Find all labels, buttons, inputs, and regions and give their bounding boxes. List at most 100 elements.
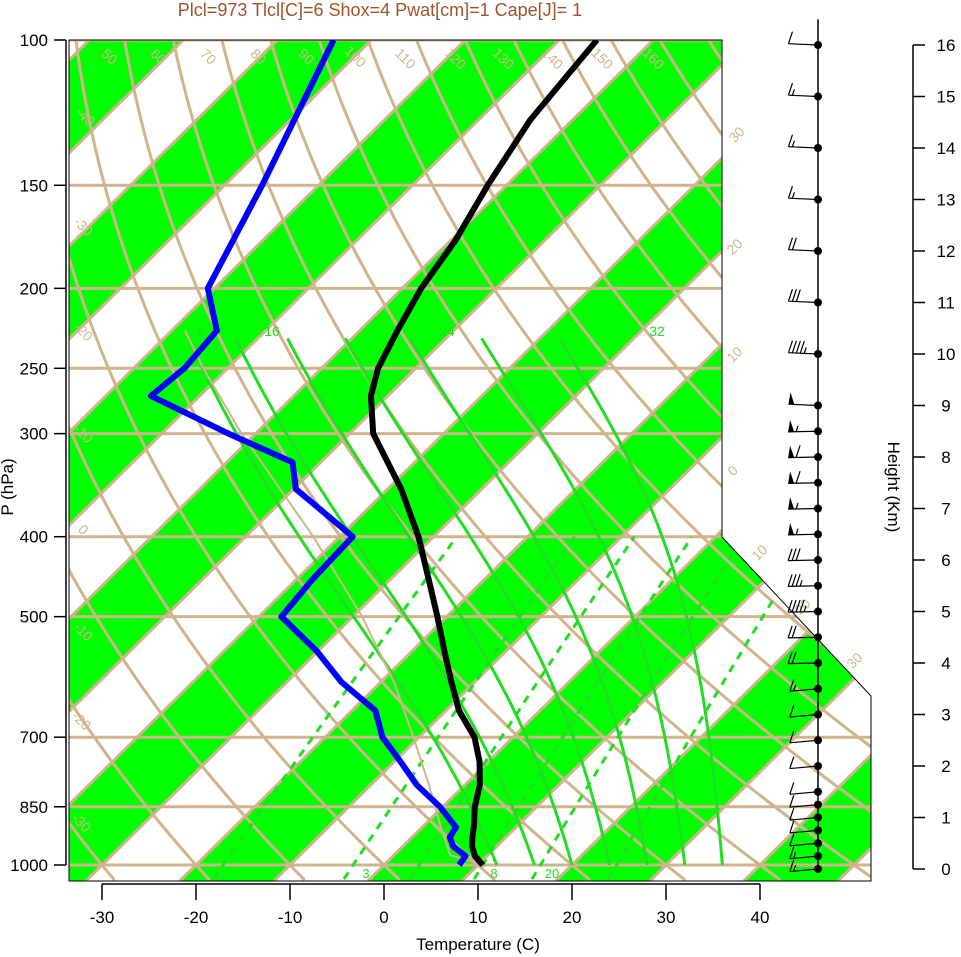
y-tick-label: 100: [20, 31, 48, 50]
barb-staff: [789, 739, 819, 744]
dry-adiabat: [69, 40, 401, 881]
y-tick-label: 1000: [10, 856, 48, 875]
plot-frame: [68, 39, 872, 882]
barb-feather: [789, 782, 795, 795]
isotherm-label: 10: [748, 541, 770, 563]
dry-adiabat-label: 110: [392, 45, 419, 72]
barb-staff: [788, 197, 819, 201]
barb-feather: [787, 289, 794, 302]
isotherm-band: [179, 40, 871, 881]
dry-adiabat: [69, 40, 306, 881]
wind-barb: [787, 574, 822, 590]
barb-staff: [789, 855, 819, 860]
wind-barb: [787, 340, 822, 358]
x-tick-label: 30: [657, 908, 676, 927]
isotherm-line: [69, 40, 655, 881]
barb-half-feather: [792, 684, 797, 692]
barb-flag: [788, 471, 795, 484]
barb-staff: [789, 842, 819, 847]
isotherm-line: [69, 40, 467, 881]
height-tick-label: 7: [941, 500, 950, 519]
moist-adiabat: [480, 337, 687, 866]
barb-feather: [787, 134, 794, 147]
barb-feather: [787, 186, 794, 199]
barb-feather: [787, 237, 794, 250]
barb-feather: [789, 807, 795, 821]
height-tick-label: 3: [941, 706, 950, 725]
isotherm-line: [69, 40, 749, 881]
dry-adiabat: [69, 40, 211, 881]
dewpoint-profile: [147, 40, 469, 867]
wind-barb: [787, 625, 822, 642]
height-tick-label: 4: [941, 654, 950, 673]
barb-half-feather: [795, 528, 799, 535]
barb-flag: [788, 497, 795, 510]
isotherm-line: [648, 40, 871, 881]
wind-barb: [788, 419, 822, 436]
barb-feather: [795, 574, 801, 587]
barb-flag: [788, 445, 795, 458]
barb-staff: [788, 300, 819, 304]
wind-barb: [789, 833, 822, 848]
moist-adiabat: [286, 337, 574, 866]
mixing-ratio-line: [408, 535, 636, 880]
barb-half-feather: [795, 502, 799, 510]
wind-barb: [787, 599, 822, 616]
wind-barb: [787, 83, 822, 101]
barb-flag: [788, 522, 795, 535]
barb-staff: [788, 94, 819, 98]
isotherm-line: [69, 40, 561, 881]
height-tick-label: 11: [937, 294, 955, 313]
isotherm-label: 0: [724, 462, 741, 479]
wind-barb: [789, 704, 822, 719]
isotherm-label: 30: [843, 649, 865, 671]
barb-staff: [788, 610, 819, 613]
isotherm-label: 30: [725, 123, 747, 145]
barb-staff: [788, 146, 819, 149]
parcel-path: [184, 330, 483, 866]
wind-barb: [788, 445, 822, 461]
sounding-profiles: [147, 40, 600, 867]
height-tick-label: 10: [937, 345, 956, 364]
barb-feather: [791, 651, 797, 664]
barb-feather: [787, 574, 793, 587]
isotherm-line: [69, 40, 373, 881]
y-tick-label: 300: [20, 425, 48, 444]
barb-feather: [795, 445, 801, 458]
barb-half-feather: [799, 579, 803, 587]
wind-barb: [789, 679, 822, 693]
x-tick-label: 0: [379, 908, 388, 927]
barb-feather: [795, 289, 801, 302]
wind-barb: [787, 186, 822, 204]
barb-flag: [788, 392, 795, 405]
barb-staff: [788, 43, 819, 46]
isotherm-label: 20: [723, 235, 745, 257]
height-tick-label: 8: [941, 448, 950, 467]
barb-feather: [789, 756, 795, 769]
moist-adiabat-label: 24: [439, 323, 455, 339]
barb-feather: [789, 704, 795, 718]
barb-staff: [789, 765, 819, 770]
barb-feather: [787, 83, 794, 96]
barb-feather: [789, 846, 795, 859]
dry-adiabat: [317, 40, 871, 881]
height-tick-label: 14: [937, 139, 956, 158]
dry-adiabat: [903, 40, 961, 880]
wind-barb: [787, 651, 822, 667]
isotherm-label: 10: [723, 343, 745, 365]
barb-feather: [787, 31, 794, 44]
isotherm-line: [460, 40, 871, 881]
wind-barb: [787, 237, 822, 255]
dry-adiabat: [415, 40, 871, 881]
moist-adiabat: [344, 337, 612, 866]
x-tick-label: -10: [278, 908, 303, 927]
height-tick-label: 0: [941, 860, 950, 879]
barb-half-feather: [803, 347, 807, 354]
wind-barb: [788, 522, 822, 539]
dry-adiabat: [269, 40, 871, 881]
barb-feather: [789, 820, 795, 834]
moist-adiabat: [558, 337, 724, 866]
y-axis: 100 150 200 250 300 400 500 700 850 1000: [10, 31, 67, 875]
height-tick-label: 9: [941, 397, 950, 416]
